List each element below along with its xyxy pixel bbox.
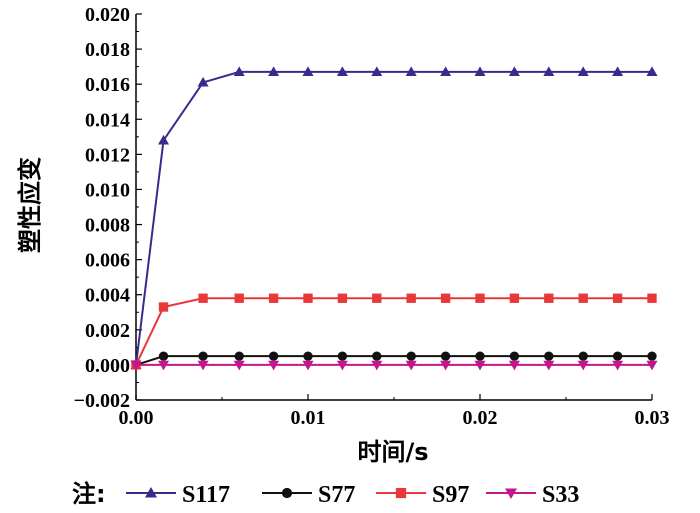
data-point-s33 [233, 360, 245, 371]
data-point-s97 [372, 293, 382, 303]
data-point-s117 [646, 66, 658, 77]
legend-prefix: 注: [72, 480, 106, 508]
data-point-s77 [578, 351, 588, 361]
legend-label-s117: S117 [182, 482, 230, 508]
data-point-s77 [509, 351, 520, 361]
y-tick-label: 0.002 [85, 320, 130, 342]
data-point-s77 [475, 351, 485, 361]
data-point-s117 [233, 66, 245, 77]
y-tick-label: 0.010 [85, 179, 130, 201]
data-point-s97 [337, 293, 348, 303]
data-point-s33 [612, 360, 624, 371]
x-axis-title: 时间/s [357, 438, 428, 466]
data-point-s97 [406, 293, 416, 303]
data-point-s77 [234, 351, 244, 361]
data-point-s117 [577, 66, 589, 77]
data-point-s33 [302, 360, 314, 371]
data-point-s117 [612, 66, 624, 77]
x-tick-label: 0.01 [291, 407, 326, 429]
data-point-s33 [543, 360, 555, 371]
data-point-s97 [544, 293, 554, 303]
data-point-s77 [372, 351, 382, 361]
data-point-s97 [303, 293, 313, 303]
data-point-s33 [508, 360, 520, 371]
legend-marker-s33 [505, 488, 517, 499]
data-point-s77 [158, 351, 169, 361]
data-point-s33 [577, 360, 589, 371]
legend-marker-s77 [281, 487, 293, 499]
y-tick-label: 0.000 [85, 355, 130, 377]
data-point-s97 [647, 293, 657, 303]
y-tick-label: 0.008 [85, 215, 130, 237]
data-point-s97 [612, 293, 623, 303]
data-point-s117 [197, 76, 209, 87]
y-tick-label: 0.020 [85, 4, 130, 26]
data-point-s117 [508, 66, 520, 77]
data-point-s97 [440, 293, 451, 303]
x-tick-label: 0.00 [119, 407, 154, 429]
data-point-s77 [612, 351, 623, 361]
data-point-s33 [646, 360, 658, 371]
data-point-s33 [371, 360, 383, 371]
x-tick-label: 0.03 [635, 407, 670, 429]
data-point-s77 [647, 351, 657, 361]
data-point-s33 [158, 360, 170, 371]
data-point-s97 [158, 302, 169, 312]
y-tick-label: 0.006 [85, 250, 130, 272]
legend-label-s77: S77 [318, 482, 355, 508]
legend-label-s33: S33 [542, 482, 579, 508]
data-point-s117 [302, 66, 314, 77]
y-tick-label: 0.004 [85, 285, 130, 307]
data-point-s97 [234, 293, 244, 303]
data-point-s117 [158, 134, 170, 145]
data-point-s77 [406, 351, 416, 361]
data-point-s33 [197, 360, 209, 371]
y-axis-title: 塑性应变 [16, 157, 44, 253]
data-point-s77 [544, 351, 554, 361]
data-point-s77 [337, 351, 348, 361]
plot-area: −0.002 0.000 0.002 0.004 0.006 0.008 0.010 0.01… [74, 4, 670, 429]
data-point-s97 [268, 293, 279, 303]
data-point-s77 [440, 351, 451, 361]
data-point-s33 [268, 360, 280, 371]
series-line-s117 [135, 70, 652, 366]
series-line-s77 [135, 355, 652, 366]
data-point-s97 [578, 293, 588, 303]
data-point-s117 [336, 66, 348, 77]
data-point-s97 [509, 293, 520, 303]
data-point-s77 [198, 351, 208, 361]
legend: 注: S117 S77 S97 S33 [72, 480, 579, 508]
y-tick-label: 0.012 [85, 144, 130, 166]
data-point-s97 [475, 293, 485, 303]
data-point-s33 [130, 360, 142, 371]
legend-label-s97: S97 [432, 482, 469, 508]
data-point-s33 [405, 360, 417, 371]
data-point-s33 [440, 360, 452, 371]
data-point-s117 [268, 66, 280, 77]
x-tick-label: 0.02 [463, 407, 498, 429]
data-point-s117 [371, 66, 383, 77]
data-point-s77 [303, 351, 313, 361]
series-line-s97 [135, 297, 652, 366]
y-tick-label: −0.002 [74, 390, 130, 412]
data-point-s33 [474, 360, 486, 371]
data-point-s117 [440, 66, 452, 77]
data-point-s117 [405, 66, 417, 77]
data-point-s117 [474, 66, 486, 77]
data-point-s97 [198, 293, 208, 303]
y-tick-label: 0.014 [85, 109, 130, 131]
y-tick-label: 0.016 [85, 74, 130, 96]
legend-marker-s117 [145, 487, 157, 498]
y-tick-label: 0.018 [85, 39, 130, 61]
data-point-s77 [268, 351, 279, 361]
data-point-s117 [543, 66, 555, 77]
data-point-s33 [336, 360, 348, 371]
legend-marker-s97 [395, 487, 407, 499]
